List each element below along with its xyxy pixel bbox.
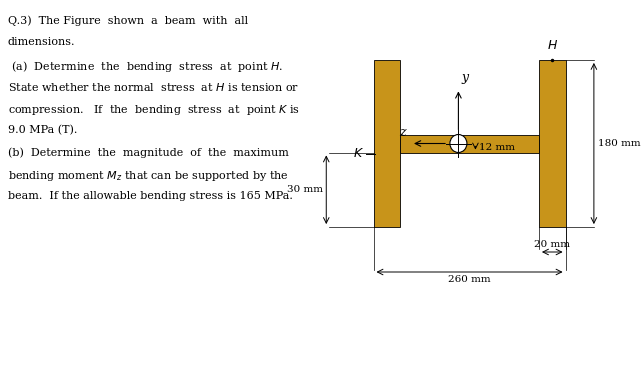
- Text: 20 mm: 20 mm: [534, 240, 570, 249]
- Text: 180 mm: 180 mm: [598, 139, 640, 148]
- Circle shape: [450, 134, 467, 153]
- Text: y: y: [461, 70, 469, 84]
- Bar: [400, 134, 539, 153]
- Text: (a)  Determine  the  bending  stress  at  point $H$.: (a) Determine the bending stress at poin…: [8, 59, 282, 74]
- Text: beam.  If the allowable bending stress is 165 MPa.: beam. If the allowable bending stress is…: [8, 191, 293, 201]
- Text: $K$: $K$: [353, 147, 364, 160]
- Text: bending moment $M_z$ that can be supported by the: bending moment $M_z$ that can be support…: [8, 169, 288, 183]
- Text: $H$: $H$: [547, 39, 558, 52]
- Bar: [374, 60, 400, 227]
- Text: z: z: [399, 127, 406, 139]
- Bar: [539, 60, 566, 227]
- Text: 12 mm: 12 mm: [479, 143, 516, 153]
- Text: (b)  Determine  the  magnitude  of  the  maximum: (b) Determine the magnitude of the maxim…: [8, 147, 288, 158]
- Text: 260 mm: 260 mm: [448, 275, 491, 284]
- Text: dimensions.: dimensions.: [8, 37, 75, 47]
- Text: 9.0 MPa (T).: 9.0 MPa (T).: [8, 125, 77, 135]
- Text: compression.   If  the  bending  stress  at  point $K$ is: compression. If the bending stress at po…: [8, 103, 300, 117]
- Text: 30 mm: 30 mm: [288, 185, 324, 194]
- Text: Q.3)  The Figure  shown  a  beam  with  all: Q.3) The Figure shown a beam with all: [8, 15, 248, 26]
- Text: State whether the normal  stress  at $H$ is tension or: State whether the normal stress at $H$ i…: [8, 81, 299, 93]
